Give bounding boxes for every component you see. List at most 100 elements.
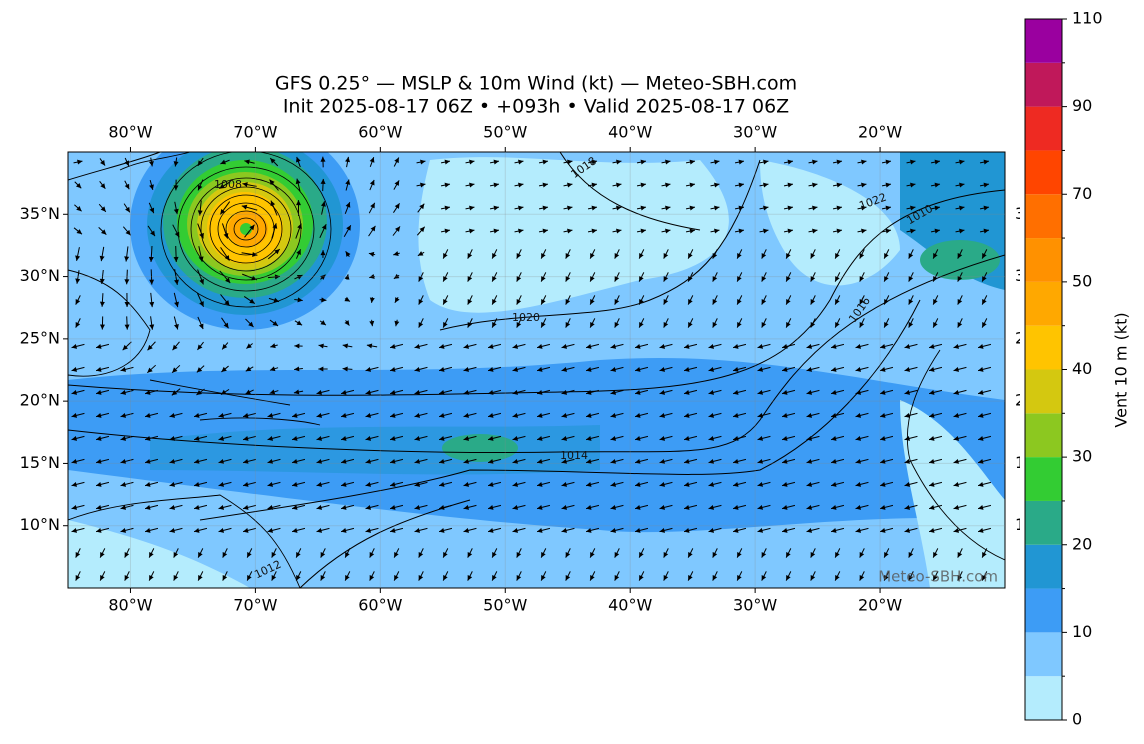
wind-arrow-head: [76, 206, 82, 212]
wind-arrow-head: [884, 552, 889, 558]
wind-arrow-head: [978, 389, 984, 395]
wind-arrow-head: [978, 435, 984, 441]
wind-arrow-head: [418, 299, 424, 305]
wind-arrow-head: [541, 299, 546, 305]
wind-arrow-head: [169, 527, 176, 533]
wind-arrow-head: [884, 253, 889, 259]
x-tick-label: 40°W: [608, 123, 652, 142]
wind-arrow-head: [757, 389, 764, 395]
wind-arrow-head: [75, 182, 82, 189]
wind-arrow-head: [635, 481, 641, 487]
wind-arrow-head: [414, 481, 421, 487]
wind-arrow-head: [199, 232, 204, 239]
wind-arrow-head: [537, 412, 543, 418]
wind-arrow-head: [831, 481, 837, 487]
wind-arrow-head: [786, 299, 791, 305]
wind-arrow-head: [96, 504, 102, 510]
wind-arrow-head: [248, 321, 254, 328]
wind-arrow-head: [71, 412, 78, 418]
x-tick-label: 20°W: [858, 596, 902, 615]
wind-arrow-head: [218, 435, 225, 441]
wind-arrow-head: [96, 481, 102, 487]
wind-arrow-head: [763, 205, 769, 211]
wind-arrow-head: [565, 322, 571, 328]
wind-arrow-head: [684, 504, 690, 510]
wind-arrow-head: [542, 228, 548, 234]
wind-arrow-head: [957, 552, 963, 558]
wind-arrow-head: [959, 205, 965, 211]
wind-arrow-head: [150, 230, 155, 237]
wind-arrow-head: [855, 458, 862, 464]
wind-arrow-head: [369, 157, 375, 163]
wind-arrow-head: [712, 299, 718, 305]
wind-arrow-head: [782, 458, 788, 464]
wind-arrow-head: [393, 273, 400, 279]
wind-arrow-head: [414, 343, 421, 349]
wind-arrow-head: [174, 231, 180, 238]
wind-arrow-head: [733, 412, 739, 418]
colorbar-band: [1025, 19, 1062, 63]
colorbar-tick-label: 30: [1072, 447, 1092, 466]
wind-arrow-head: [761, 253, 767, 259]
wind-arrow-head: [812, 205, 818, 211]
wind-arrow-head: [346, 225, 351, 231]
wind-arrow-head: [194, 412, 200, 418]
wind-arrow-head: [341, 389, 347, 395]
land-calm: [900, 400, 1005, 588]
wind-arrow-head: [959, 159, 965, 165]
wind-arrow-head: [120, 389, 127, 395]
wind-arrow-head: [220, 389, 227, 395]
wind-arrow-head: [786, 253, 791, 259]
wind-arrow-head: [76, 229, 82, 235]
colorbar-band: [1025, 238, 1062, 282]
wind-arrow-head: [241, 204, 248, 210]
wind-arrow-head: [71, 458, 78, 464]
wind-arrow-head: [537, 366, 543, 372]
wind-arrow-head: [269, 179, 275, 186]
wind-arrow-head: [199, 301, 204, 307]
wind-arrow-head: [659, 366, 666, 372]
wind-arrow-head: [806, 366, 813, 372]
wind-arrow-head: [439, 343, 445, 349]
wind-arrow-head: [390, 366, 396, 372]
wind-arrow-head: [684, 527, 690, 533]
wind-arrow-head: [197, 344, 203, 350]
wind-arrow-head: [341, 481, 347, 487]
wind-arrow-head: [880, 481, 886, 487]
wind-arrow-head: [763, 159, 769, 165]
wind-arrow-head: [443, 299, 448, 305]
wind-arrow-head: [586, 435, 592, 441]
wind-arrow-head: [812, 182, 818, 188]
wind-arrow-head: [439, 527, 445, 533]
wind-arrow-head: [737, 299, 742, 305]
wind-arrow-head: [684, 412, 690, 418]
wind-arrow-head: [959, 182, 965, 188]
wind-arrow-head: [318, 366, 324, 372]
wind-arrow-head: [345, 156, 350, 163]
wind-arrow-head: [271, 575, 277, 581]
wind-arrow-head: [616, 182, 622, 188]
x-tick-label: 60°W: [358, 123, 402, 142]
wind-arrow-head: [761, 552, 767, 558]
wind-arrow-head: [344, 320, 350, 326]
wind-arrow-head: [708, 481, 715, 487]
wind-arrow-head: [884, 299, 889, 305]
watermark: Meteo-SBH.com: [878, 568, 998, 586]
wind-arrow-head: [488, 458, 494, 464]
wind-arrow-head: [444, 182, 450, 188]
wind-arrow-head: [316, 481, 323, 487]
wind-arrow-head: [100, 575, 105, 581]
colorbar-tick-label: 90: [1072, 96, 1092, 115]
wind-arrow-head: [147, 367, 153, 373]
wind-arrow-head: [169, 504, 176, 510]
wind-arrow-head: [173, 208, 179, 215]
wind-arrow-head: [561, 412, 568, 418]
wind-arrow-head: [665, 159, 671, 165]
wind-arrow-head: [831, 343, 837, 349]
isobars: [68, 152, 1005, 588]
wind-arrow-head: [910, 205, 916, 211]
wind-arrow-head: [688, 253, 693, 259]
colorbar: 0 10 20 30 40 50 70 90 110: [1024, 9, 1103, 729]
wind-arrow-head: [169, 412, 176, 418]
colorbar-tick-label: 10: [1072, 622, 1092, 641]
